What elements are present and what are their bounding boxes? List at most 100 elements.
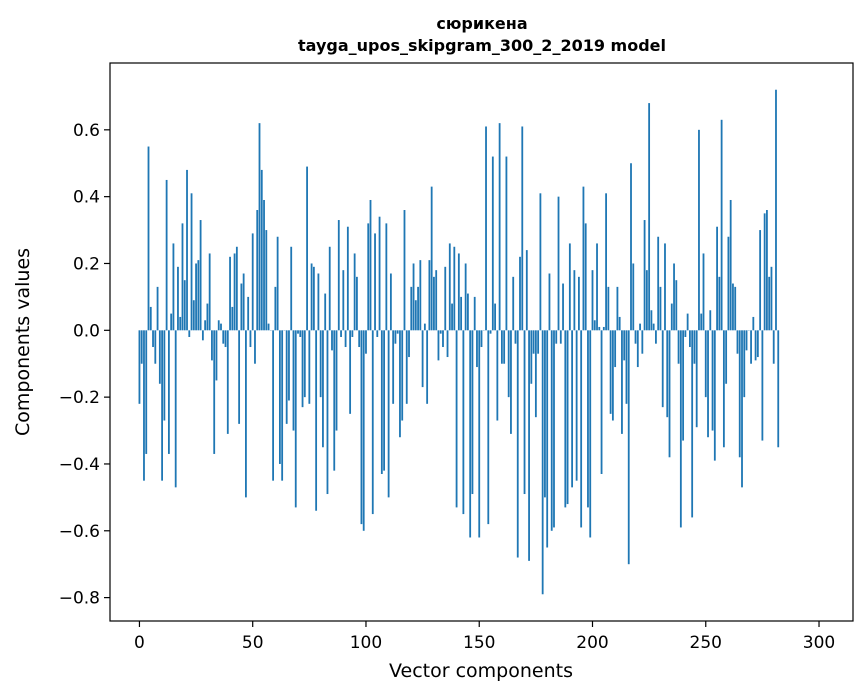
bar-92 xyxy=(346,226,349,331)
bar-189 xyxy=(566,330,569,505)
bar-233 xyxy=(666,330,669,418)
bar-171 xyxy=(525,250,528,331)
bar-277 xyxy=(766,210,768,331)
bar-181 xyxy=(548,273,551,331)
bars-group xyxy=(138,89,780,595)
bar-140 xyxy=(455,330,458,508)
bar-52 xyxy=(256,210,259,331)
bar-6 xyxy=(152,330,154,348)
x-tick-label: 200 xyxy=(576,633,608,653)
bar-217 xyxy=(630,163,632,331)
bar-162 xyxy=(505,156,508,331)
bar-22 xyxy=(188,330,191,337)
bar-279 xyxy=(770,266,773,331)
bar-63 xyxy=(281,330,284,481)
bar-280 xyxy=(772,330,775,364)
bar-272 xyxy=(754,330,757,361)
bar-275 xyxy=(761,330,764,441)
bar-168 xyxy=(519,256,521,331)
bar-173 xyxy=(530,330,533,384)
bar-220 xyxy=(636,330,639,368)
bar-69 xyxy=(294,330,297,508)
bar-145 xyxy=(467,293,469,331)
bar-100 xyxy=(365,330,367,354)
bar-271 xyxy=(752,316,755,331)
bar-47 xyxy=(245,330,247,498)
bar-73 xyxy=(303,330,306,398)
bar-252 xyxy=(709,310,712,331)
bar-219 xyxy=(634,330,637,344)
bar-65 xyxy=(285,330,288,424)
bar-207 xyxy=(607,286,610,331)
bar-255 xyxy=(716,226,718,331)
bar-128 xyxy=(428,260,431,331)
bar-48 xyxy=(247,296,250,331)
bar-18 xyxy=(179,316,182,331)
bar-54 xyxy=(260,169,263,331)
bar-17 xyxy=(177,266,179,331)
bar-141 xyxy=(457,253,460,331)
x-axis-label: Vector components xyxy=(389,660,573,682)
bar-218 xyxy=(632,263,635,331)
y-tick-label: 0.0 xyxy=(73,321,100,341)
x-tick-label: 300 xyxy=(803,633,835,653)
bar-10 xyxy=(161,330,163,481)
y-tick-label: −0.8 xyxy=(59,589,100,609)
bar-28 xyxy=(201,330,204,341)
bar-93 xyxy=(349,330,352,414)
bar-257 xyxy=(720,119,723,331)
bar-86 xyxy=(333,330,336,471)
bar-39 xyxy=(226,330,229,434)
bar-106 xyxy=(378,216,381,331)
bar-23 xyxy=(190,193,193,331)
bar-258 xyxy=(722,330,725,448)
bar-130 xyxy=(433,276,435,331)
bar-153 xyxy=(485,126,487,331)
bar-256 xyxy=(718,276,721,331)
bar-200 xyxy=(591,270,594,331)
bar-116 xyxy=(401,330,404,421)
bar-45 xyxy=(240,283,243,331)
bar-61 xyxy=(276,236,279,331)
bar-104 xyxy=(374,233,376,331)
bar-81 xyxy=(322,330,324,448)
bar-194 xyxy=(578,276,580,331)
bar-278 xyxy=(768,276,771,331)
bar-126 xyxy=(423,323,426,331)
bar-27 xyxy=(199,220,202,331)
bar-222 xyxy=(641,330,644,354)
bar-83 xyxy=(326,330,329,495)
bar-238 xyxy=(677,330,680,364)
chart-title-line-2: tayga_upos_skipgram_300_2_2019 model xyxy=(298,36,666,55)
bar-250 xyxy=(704,330,707,398)
bar-49 xyxy=(249,330,252,348)
bar-105 xyxy=(376,330,379,337)
bar-166 xyxy=(514,330,517,344)
bar-29 xyxy=(204,320,207,331)
bar-236 xyxy=(673,263,675,331)
bar-84 xyxy=(328,246,331,331)
bar-101 xyxy=(367,223,370,331)
bar-96 xyxy=(356,276,358,331)
bar-30 xyxy=(206,303,209,331)
bar-42 xyxy=(233,253,236,331)
bar-201 xyxy=(593,320,596,331)
bar-60 xyxy=(274,286,277,331)
bar-281 xyxy=(775,89,777,331)
bar-79 xyxy=(317,273,320,331)
bar-231 xyxy=(661,330,664,408)
bar-176 xyxy=(537,330,540,354)
bar-174 xyxy=(532,330,535,354)
bar-136 xyxy=(446,330,449,358)
bar-270 xyxy=(750,330,752,364)
bar-20 xyxy=(183,280,186,331)
bar-75 xyxy=(308,330,311,404)
bar-55 xyxy=(263,199,265,331)
bar-110 xyxy=(387,330,390,498)
bar-244 xyxy=(691,330,694,518)
bar-243 xyxy=(689,330,691,348)
bar-78 xyxy=(315,330,318,511)
bar-143 xyxy=(462,330,465,515)
bar-94 xyxy=(351,330,354,337)
bar-13 xyxy=(167,330,170,454)
